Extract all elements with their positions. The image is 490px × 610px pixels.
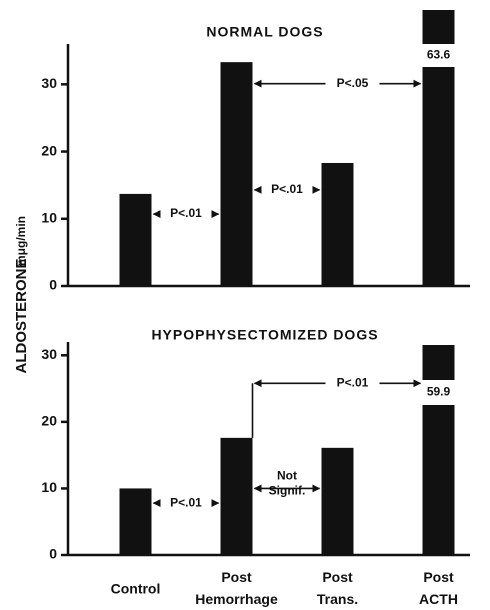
annotation: P<.05 [337,76,369,90]
value-label: 59.9 [427,385,451,399]
y-tick-label: 0 [49,546,57,562]
x-tick-label: Control [111,581,161,597]
y-tick-label: 10 [41,209,57,225]
annotation: P<.01 [170,206,202,220]
chart-title: NORMAL DOGS [206,24,323,40]
x-tick-label: Post ACTH [419,569,458,607]
bar-break-top [422,10,455,44]
annotation: P<.01 [170,495,202,509]
y-tick-label: 30 [41,75,57,91]
x-tick-label-line: Post [423,569,454,585]
x-tick-label-line: Hemorrhage [195,591,278,607]
x-tick-label-line: Trans. [317,591,358,607]
x-tick-label: Post Hemorrhage [195,569,278,607]
x-tick-label-line: Post [322,569,353,585]
y-tick-label: 20 [41,142,57,158]
bar [119,193,152,286]
bar [321,447,354,555]
x-tick-label: Post Trans. [317,569,358,607]
annotation-line: Not [277,469,297,483]
y-axis-units: mμg/min [14,216,28,266]
y-tick-label: 0 [49,277,57,293]
x-tick-label-line: ACTH [419,591,458,607]
bar [422,405,455,555]
chart-title: HYPOPHYSECTOMIZED DOGS [151,327,378,343]
y-tick-label: 10 [41,479,57,495]
bar [119,488,152,555]
annotation: Not Signif. [269,469,306,498]
value-label: 63.6 [427,48,451,62]
bar [220,62,253,287]
bar-break-top [422,345,455,380]
y-axis-label: ALDOSTERONE [13,258,30,373]
x-tick-label-line: Post [221,569,252,585]
bar [220,437,253,555]
annotation: P<.01 [271,182,303,196]
bar [321,162,354,286]
annotation-line: Signif. [269,484,306,498]
annotation: P<.01 [337,375,369,389]
y-tick-label: 20 [41,413,57,429]
bar [422,67,455,286]
y-tick-label: 30 [41,346,57,362]
